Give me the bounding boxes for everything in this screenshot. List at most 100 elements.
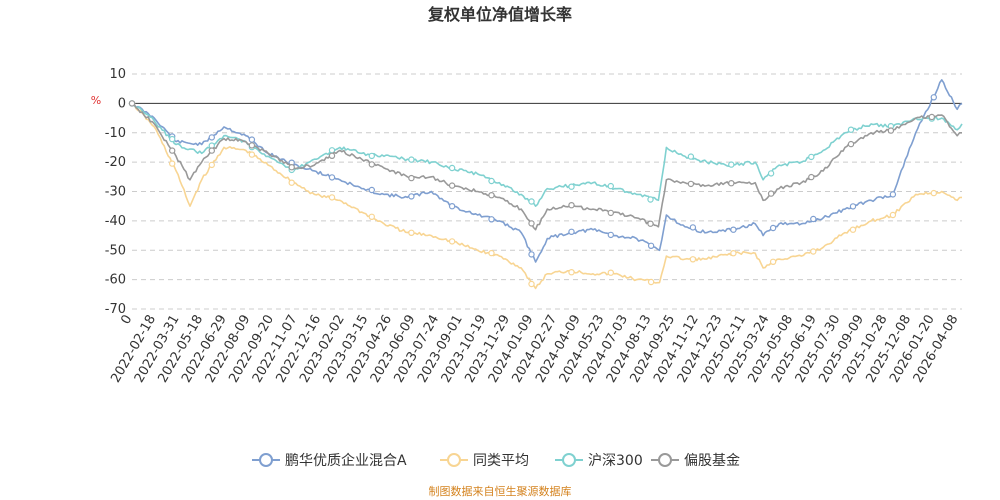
data-point bbox=[607, 182, 615, 190]
data-point bbox=[488, 249, 495, 257]
data-point bbox=[728, 161, 735, 168]
data-point bbox=[767, 170, 775, 177]
data-point bbox=[448, 202, 456, 210]
data-point bbox=[930, 94, 938, 101]
data-point bbox=[408, 174, 415, 182]
data-point bbox=[488, 191, 495, 199]
data-point bbox=[408, 229, 415, 236]
data-point bbox=[889, 191, 897, 198]
y-tick-label: -60 bbox=[105, 273, 126, 288]
series-4 bbox=[128, 100, 962, 231]
legend-item[interactable]: 鹏华优质企业混合A bbox=[252, 452, 407, 469]
data-point bbox=[488, 216, 495, 223]
grid-lines bbox=[132, 73, 962, 310]
y-tick-label: 10 bbox=[109, 67, 126, 82]
data-point bbox=[248, 151, 256, 158]
x-tick-label: 0 bbox=[118, 313, 135, 328]
x-axis-ticks: 02022-02-182022-03-312022-05-182022-06-2… bbox=[108, 312, 961, 385]
data-point bbox=[328, 152, 336, 159]
legend-label: 偏股基金 bbox=[684, 452, 740, 469]
legend-item[interactable]: 同类平均 bbox=[440, 453, 529, 469]
data-point bbox=[528, 280, 535, 288]
data-point bbox=[647, 278, 655, 286]
data-point bbox=[730, 249, 737, 257]
data-point bbox=[689, 256, 697, 263]
data-point bbox=[687, 180, 695, 188]
data-point bbox=[887, 127, 895, 134]
data-point bbox=[208, 147, 215, 154]
data-point bbox=[448, 238, 456, 245]
series-line bbox=[131, 79, 963, 263]
data-point bbox=[288, 163, 295, 171]
data-point bbox=[728, 179, 735, 187]
data-point bbox=[288, 179, 295, 186]
source-note: 制图数据来自恒生聚源数据库 bbox=[429, 484, 572, 498]
data-point bbox=[248, 142, 256, 149]
data-point bbox=[647, 220, 654, 227]
data-point bbox=[448, 164, 456, 172]
data-point bbox=[769, 224, 777, 232]
y-tick-label: -20 bbox=[105, 155, 126, 170]
data-point bbox=[568, 228, 575, 235]
chart-title: 复权单位净值增长率 bbox=[427, 5, 572, 24]
data-point bbox=[368, 186, 375, 194]
data-point bbox=[808, 173, 815, 181]
y-tick-label: -40 bbox=[105, 214, 126, 229]
legend-marker bbox=[562, 453, 576, 467]
data-point bbox=[689, 224, 697, 231]
data-point bbox=[368, 152, 375, 160]
series-2 bbox=[128, 100, 963, 290]
data-point bbox=[368, 161, 375, 168]
data-point bbox=[168, 160, 176, 167]
series-1 bbox=[128, 79, 963, 263]
series-line bbox=[131, 102, 963, 290]
data-point bbox=[328, 194, 336, 201]
data-point bbox=[607, 231, 615, 239]
data-point bbox=[607, 269, 615, 276]
data-point bbox=[208, 161, 215, 169]
data-point bbox=[607, 209, 615, 217]
data-point bbox=[847, 140, 855, 148]
legend[interactable]: 鹏华优质企业混合A 同类平均 沪深300 偏股基金 bbox=[252, 452, 740, 469]
data-point bbox=[528, 251, 535, 258]
data-point bbox=[647, 242, 655, 249]
data-point bbox=[568, 269, 575, 276]
legend-item[interactable]: 偏股基金 bbox=[651, 452, 740, 469]
y-tick-label: -10 bbox=[105, 126, 126, 141]
legend-marker bbox=[259, 453, 273, 467]
data-point bbox=[168, 147, 176, 154]
data-point bbox=[528, 198, 535, 205]
data-point bbox=[930, 189, 938, 197]
y-tick-label: -70 bbox=[105, 302, 126, 317]
data-point bbox=[368, 213, 375, 220]
legend-label: 鹏华优质企业混合A bbox=[285, 452, 407, 469]
data-point bbox=[928, 113, 936, 121]
series-line bbox=[131, 102, 963, 207]
y-tick-label: 0 bbox=[118, 96, 126, 111]
legend-label: 同类平均 bbox=[473, 453, 529, 469]
y-axis-ticks: 10 0 -10 -20 -30 -40 -50 -60 -70 bbox=[105, 67, 126, 317]
series-lines bbox=[128, 79, 963, 290]
data-point bbox=[687, 153, 695, 160]
legend-item[interactable]: 沪深300 bbox=[555, 453, 643, 469]
data-point bbox=[810, 215, 817, 223]
data-point bbox=[208, 134, 215, 141]
data-point bbox=[168, 135, 176, 143]
data-point bbox=[448, 182, 456, 189]
legend-marker bbox=[447, 453, 461, 467]
data-point bbox=[849, 226, 857, 233]
data-point bbox=[568, 183, 575, 190]
data-point bbox=[808, 153, 815, 161]
legend-marker bbox=[658, 453, 672, 467]
y-tick-label: -50 bbox=[105, 243, 126, 258]
y-axis-unit-label: % bbox=[91, 94, 101, 107]
data-point bbox=[730, 226, 737, 233]
data-point bbox=[488, 177, 495, 185]
series-line bbox=[131, 102, 962, 231]
y-tick-label: -30 bbox=[105, 185, 126, 200]
data-point bbox=[408, 156, 415, 163]
data-point bbox=[769, 258, 777, 265]
legend-label: 沪深300 bbox=[588, 453, 643, 469]
data-point bbox=[528, 220, 535, 227]
